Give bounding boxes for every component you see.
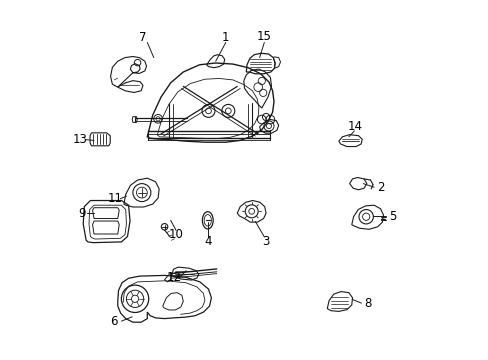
Text: 12: 12 [166, 271, 182, 284]
Text: 4: 4 [204, 235, 212, 248]
Text: 5: 5 [388, 210, 396, 222]
Text: 8: 8 [363, 297, 370, 310]
Text: 9: 9 [78, 207, 85, 220]
Text: 3: 3 [262, 235, 269, 248]
Text: 1: 1 [222, 31, 229, 44]
Text: 7: 7 [139, 31, 146, 44]
Text: 10: 10 [168, 228, 183, 241]
Text: 15: 15 [256, 30, 271, 43]
Text: 2: 2 [376, 181, 384, 194]
Text: 13: 13 [72, 133, 87, 146]
Text: 11: 11 [108, 192, 123, 205]
Text: 14: 14 [347, 120, 362, 133]
Text: 6: 6 [110, 315, 118, 328]
